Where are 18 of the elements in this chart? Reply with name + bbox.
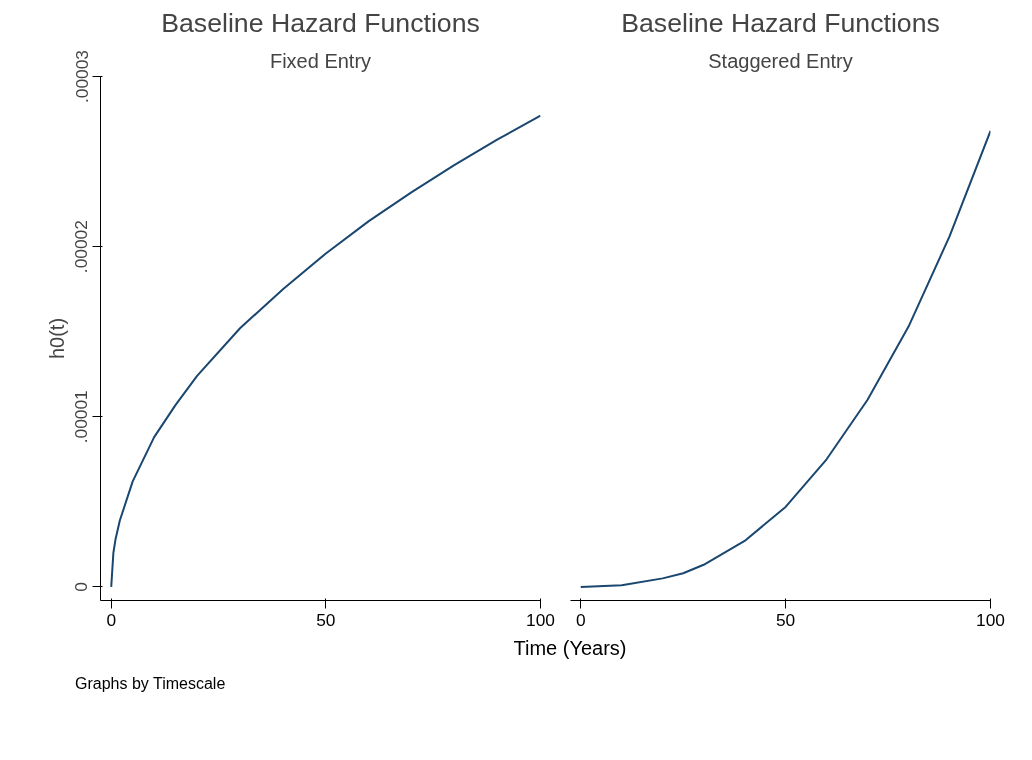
x-axis-title: Time (Years) [513, 636, 627, 661]
y-tick-label: .00002 [71, 220, 92, 274]
y-axis-title: h0(t) [45, 317, 68, 360]
x-tick-label: 100 [976, 609, 1005, 630]
x-tick-label: 50 [316, 609, 336, 630]
chart-subtitle: Fixed Entry [269, 49, 372, 72]
chart-title: Baseline Hazard Functions [621, 7, 940, 38]
x-tick-label: 0 [575, 609, 586, 630]
line-series [110, 114, 541, 588]
y-tick-label: .00003 [71, 50, 92, 103]
y-tick-label: 0 [71, 582, 92, 592]
chart-title: Baseline Hazard Functions [161, 7, 480, 38]
y-tick-label: .00001 [71, 390, 92, 444]
x-tick-label: 50 [775, 609, 796, 630]
chart-subtitle: Staggered Entry [708, 49, 853, 72]
x-tick-label: 100 [526, 609, 555, 630]
text: Graphs by Timescale [75, 673, 226, 694]
x-tick-label: 0 [106, 609, 117, 630]
